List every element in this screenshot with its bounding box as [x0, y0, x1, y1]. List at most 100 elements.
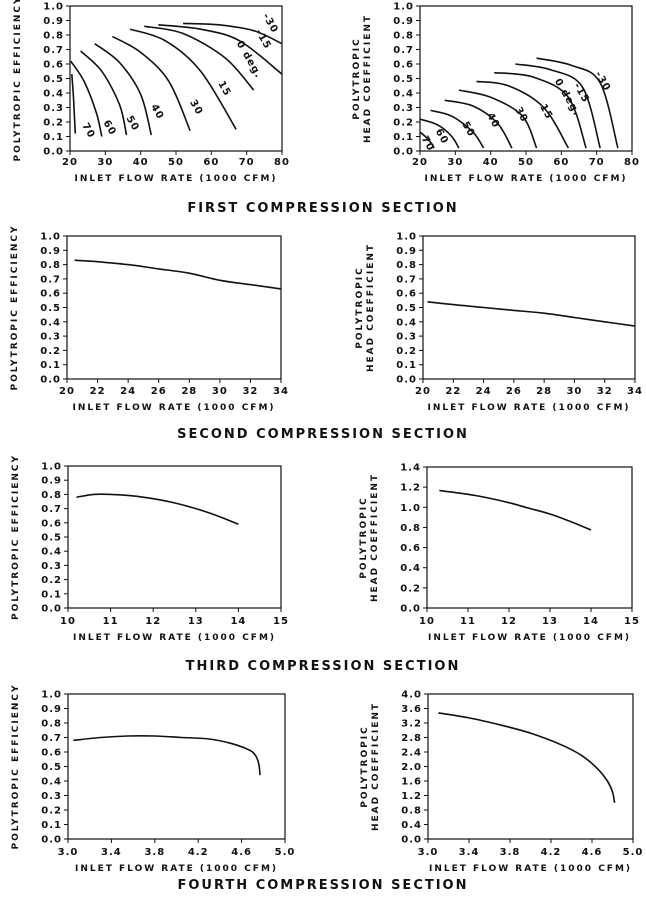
y-axis-label: POLYTROPIC — [352, 37, 362, 119]
y-tick-label: 0.1 — [43, 132, 64, 143]
x-axis-label: INLET FLOW RATE (1000 CFM) — [73, 633, 276, 643]
x-tick-label: 60 — [553, 157, 569, 168]
y-tick-label: 0.5 — [40, 303, 61, 314]
y-tick-label: 0.0 — [43, 147, 64, 158]
x-tick-label: 40 — [483, 157, 499, 168]
y-tick-label: 0.6 — [41, 518, 62, 529]
y-tick-label: 0.3 — [396, 332, 417, 343]
y-tick-label: 0.8 — [40, 260, 61, 271]
y-tick-label: 0.9 — [43, 16, 64, 27]
x-tick-label: 26 — [151, 386, 167, 397]
x-tick-label: 3.8 — [500, 847, 521, 858]
y-tick-label: 1.2 — [400, 483, 421, 494]
x-tick-label: 14 — [583, 616, 599, 627]
section-2-efficiency-chart: 20 22 24 26 28 30 32 34 0.0 0.1 0.2 0.3 0.4 0.5 0.6 0.7… — [10, 224, 288, 413]
x-tick-label: 30 — [212, 386, 228, 397]
y-tick-label: 0.3 — [41, 791, 62, 802]
y-tick-label: 0.5 — [396, 303, 417, 314]
y-tick-label: 0.4 — [41, 777, 62, 788]
y-tick-label: 0.4 — [396, 317, 417, 328]
x-tick-label: 15 — [624, 616, 640, 627]
series-curve — [536, 57, 619, 149]
y-tick-label: 0.3 — [43, 103, 64, 114]
y-tick-label: 0.4 — [43, 89, 64, 100]
x-tick-label: 32 — [597, 386, 613, 397]
y-tick-label: 0.0 — [393, 147, 414, 158]
y-tick-label: 0.3 — [40, 332, 61, 343]
x-tick-label: 5.0 — [275, 847, 296, 858]
x-tick-label: 10 — [60, 616, 76, 627]
y-axis-label: HEAD COEFFICIENT — [363, 14, 373, 143]
y-tick-label: 1.4 — [400, 463, 421, 474]
y-tick-label: 0.8 — [401, 806, 422, 817]
y-tick-label: 0.8 — [396, 260, 417, 271]
x-tick-label: 34 — [627, 386, 643, 397]
x-tick-label: 12 — [145, 616, 161, 627]
section-1-title: FIRST COMPRESSION SECTION — [187, 201, 458, 216]
y-tick-label: 0.5 — [43, 74, 64, 85]
y-tick-label: 4.0 — [401, 690, 422, 701]
x-tick-label: 30 — [97, 157, 113, 168]
y-tick-label: 3.2 — [401, 719, 422, 730]
section-3-title: THIRD COMPRESSION SECTION — [186, 659, 461, 674]
x-tick-label: 30 — [566, 386, 582, 397]
y-tick-label: 0.9 — [41, 704, 62, 715]
series-curve — [73, 735, 261, 776]
y-tick-label: 0.6 — [41, 748, 62, 759]
x-tick-label: 4.2 — [541, 847, 562, 858]
y-tick-label: 0.3 — [41, 561, 62, 572]
series-curve — [438, 712, 616, 803]
x-tick-label: 4.6 — [231, 847, 252, 858]
x-tick-label: 5.0 — [623, 847, 644, 858]
series-curve — [494, 71, 587, 149]
x-tick-label: 22 — [90, 386, 106, 397]
x-tick-label: 3.0 — [58, 847, 79, 858]
y-tick-label: 0.7 — [41, 504, 62, 515]
y-tick-label: 0.0 — [40, 375, 61, 386]
x-tick-label: 3.4 — [459, 847, 480, 858]
y-tick-label: 0.4 — [401, 820, 422, 831]
x-axis-label: INLET FLOW RATE (1000 CFM) — [424, 174, 627, 184]
y-tick-label: 0.4 — [41, 547, 62, 558]
x-tick-label: 11 — [103, 616, 119, 627]
x-tick-label: 28 — [536, 386, 552, 397]
x-axis-label: INLET FLOW RATE (1000 CFM) — [428, 633, 631, 643]
x-axis-label: INLET FLOW RATE (1000 CFM) — [427, 403, 630, 413]
section-4-title: FOURTH COMPRESSION SECTION — [178, 878, 469, 893]
y-tick-label: 0.0 — [400, 604, 421, 615]
y-tick-label: 0.2 — [396, 346, 417, 357]
y-tick-label: 3.6 — [401, 704, 422, 715]
section-2-head-coefficient-chart: 20 22 24 26 28 30 32 34 0.0 0.1 0.2 0.3 0.4 0.5 0.6 0.7… — [355, 232, 643, 414]
series-curve — [70, 60, 103, 137]
series-curve — [71, 74, 77, 134]
series-curve — [419, 118, 460, 149]
y-tick-label: 0.2 — [400, 583, 421, 594]
y-tick-label: 0.1 — [393, 132, 414, 143]
x-tick-label: 80 — [274, 157, 290, 168]
y-tick-label: 0.0 — [41, 835, 62, 846]
y-tick-label: 0.2 — [393, 118, 414, 129]
y-tick-label: 1.0 — [41, 690, 62, 701]
series-curve — [430, 109, 485, 149]
series-curve — [112, 35, 191, 132]
series-curve — [94, 43, 153, 136]
series-curve — [419, 131, 435, 149]
series-curve — [144, 25, 255, 91]
x-tick-label: 28 — [181, 386, 197, 397]
y-tick-label: 0.4 — [40, 317, 61, 328]
x-tick-label: 70 — [239, 157, 255, 168]
series-curve — [183, 22, 283, 45]
series-curve — [158, 24, 283, 75]
y-tick-label: 0.1 — [41, 589, 62, 600]
x-tick-label: 3.4 — [101, 847, 122, 858]
y-tick-label: 0.0 — [41, 604, 62, 615]
x-tick-label: 20 — [415, 386, 431, 397]
y-tick-label: 0.0 — [401, 835, 422, 846]
series-curve — [439, 489, 592, 531]
series-curve — [74, 259, 282, 290]
y-tick-label: 2.0 — [401, 762, 422, 773]
x-tick-label: 50 — [518, 157, 534, 168]
x-tick-label: 30 — [447, 157, 463, 168]
y-tick-label: 0.9 — [40, 246, 61, 257]
